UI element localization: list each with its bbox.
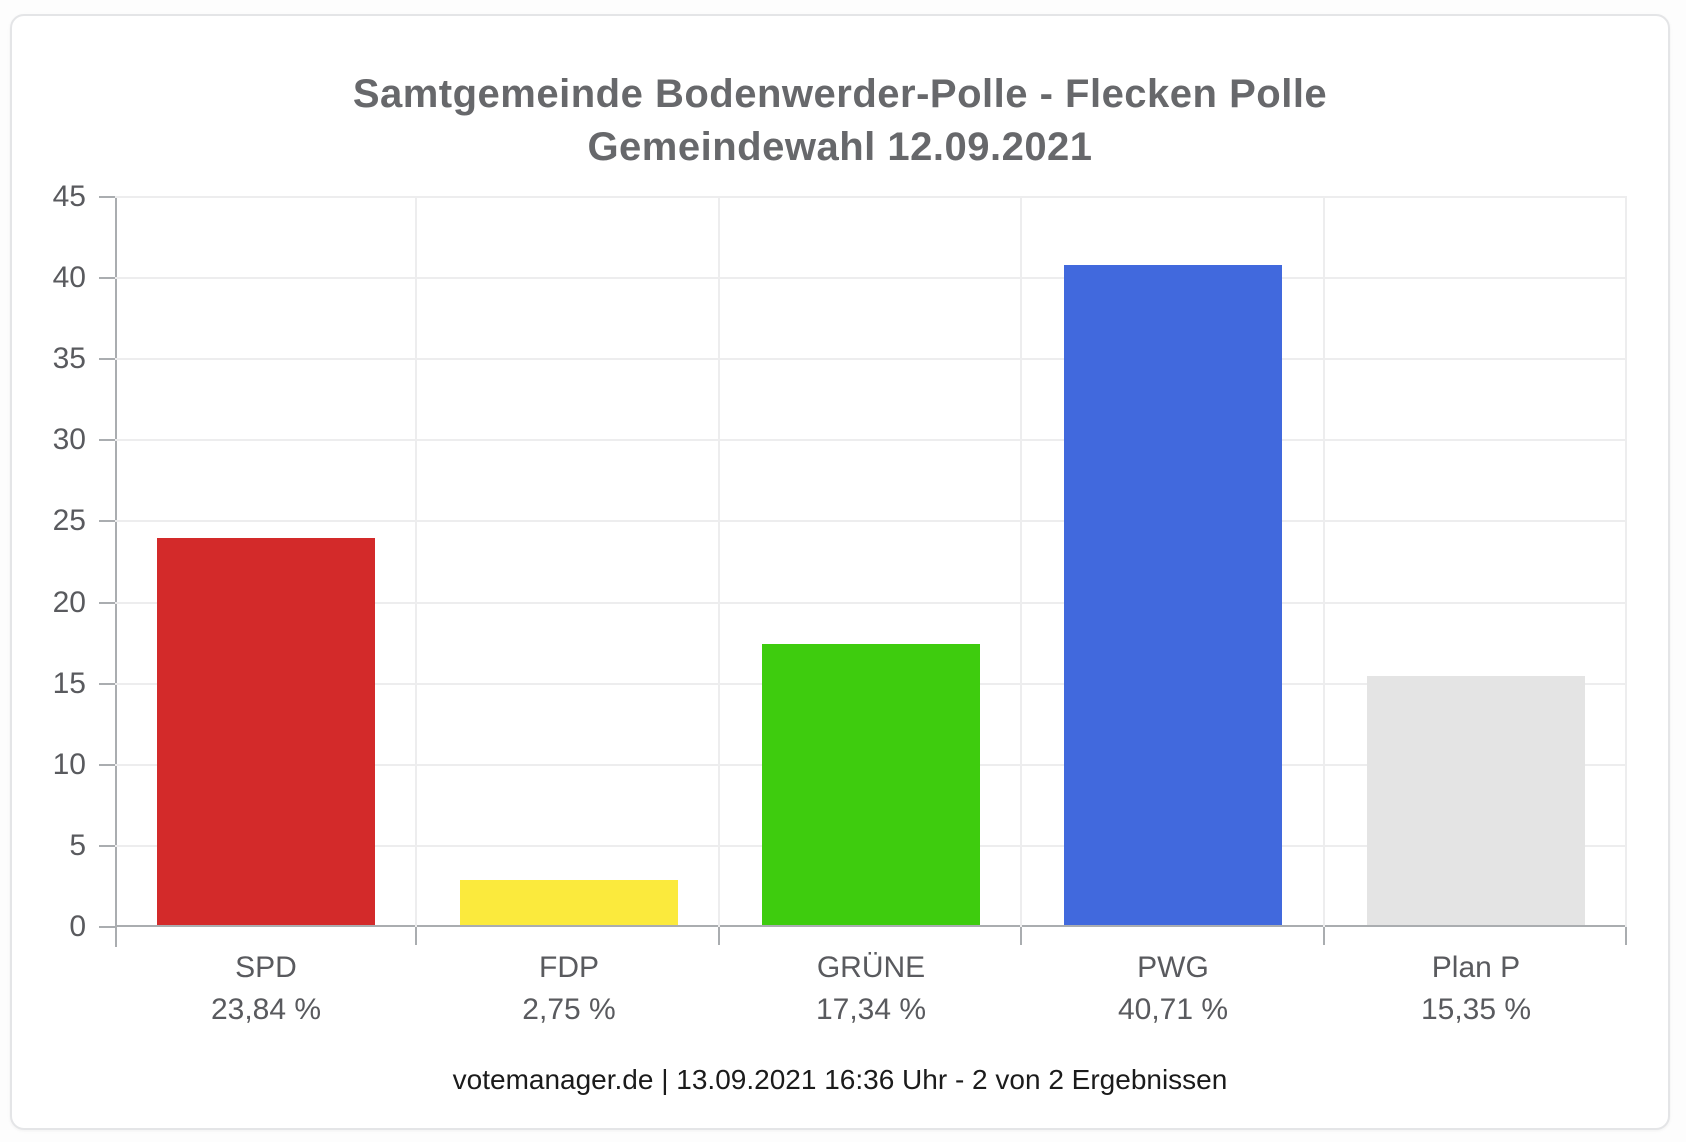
x-category-name: SPD (235, 951, 297, 984)
bar-pwg (1064, 265, 1282, 925)
y-tick-label: 0 (69, 910, 86, 943)
x-category-label-spd: SPD 23,84 % (211, 947, 321, 1031)
y-axis-tick (99, 439, 115, 442)
y-axis-tick (99, 926, 115, 928)
gridline-horizontal (115, 277, 1627, 280)
y-axis-tick (99, 682, 115, 685)
y-tick-label: 20 (52, 585, 86, 619)
gridline-horizontal (115, 601, 1627, 604)
y-tick-label: 40 (52, 261, 86, 295)
chart-title: Samtgemeinde Bodenwerder-Polle - Flecken… (12, 68, 1668, 174)
x-category-value: 17,34 % (815, 993, 927, 1026)
gridline-vertical (1020, 197, 1023, 927)
x-axis-labels: SPD 23,84 % FDP 2,75 % GRÜNE 17,34 % PWG 40,71 … (115, 947, 1627, 1037)
gridline-vertical (717, 197, 720, 927)
x-axis-tick (415, 927, 418, 945)
x-axis-line (115, 925, 1627, 927)
x-axis-tick (717, 927, 720, 945)
x-category-name: Plan P (1431, 951, 1521, 984)
y-tick-label: 5 (69, 828, 86, 862)
gridline-vertical (415, 197, 418, 927)
chart-card: Samtgemeinde Bodenwerder-Polle - Flecken… (10, 14, 1670, 1130)
gridline-horizontal (115, 196, 1627, 198)
y-axis-labels: 0 5 10 15 20 25 30 35 40 45 (12, 180, 100, 943)
bar-plan-p (1367, 676, 1585, 925)
gridline-horizontal (115, 439, 1627, 442)
chart-title-line2: Gemeindewahl 12.09.2021 (587, 125, 1093, 169)
y-axis-tick (99, 277, 115, 280)
y-tick-label: 30 (52, 423, 86, 457)
x-category-value: 2,75 % (522, 993, 616, 1026)
y-tick-label: 45 (52, 180, 86, 213)
y-axis-tick (99, 358, 115, 361)
bar-grune (762, 644, 980, 925)
x-category-name: PWG (1137, 951, 1209, 984)
x-category-value: 40,71 % (1117, 993, 1229, 1026)
gridline-vertical (1625, 197, 1627, 927)
x-category-label-plan-p: Plan P 15,35 % (1421, 947, 1531, 1031)
y-axis-tick (99, 196, 115, 198)
y-tick-label: 15 (52, 666, 86, 700)
chart-title-line1: Samtgemeinde Bodenwerder-Polle - Flecken… (352, 72, 1328, 116)
x-axis-tick (115, 927, 117, 945)
x-category-name: GRÜNE (816, 951, 926, 984)
bar-fdp (460, 880, 678, 925)
y-axis-tick (99, 520, 115, 523)
x-category-label-grune: GRÜNE 17,34 % (816, 947, 926, 1031)
y-axis-line (115, 197, 117, 947)
plot-area (99, 196, 1627, 947)
y-tick-label: 35 (52, 342, 86, 376)
x-axis-tick (1322, 927, 1325, 945)
bar-spd (157, 538, 375, 925)
x-category-label-fdp: FDP 2,75 % (522, 947, 615, 1031)
y-tick-label: 25 (52, 504, 86, 538)
chart-footer: votemanager.de | 13.09.2021 16:36 Uhr - … (452, 1064, 1228, 1095)
y-tick-label: 10 (52, 747, 86, 781)
x-category-value: 23,84 % (210, 993, 322, 1026)
gridline-vertical (1322, 197, 1325, 927)
x-category-value: 15,35 % (1420, 993, 1532, 1026)
gridline-horizontal (115, 520, 1627, 523)
y-axis-tick (99, 763, 115, 766)
y-axis-tick (99, 844, 115, 847)
x-category-name: FDP (539, 951, 599, 984)
gridline-horizontal (115, 358, 1627, 361)
y-axis-tick (99, 601, 115, 604)
x-axis-tick (1020, 927, 1023, 945)
x-category-label-pwg: PWG 40,71 % (1118, 947, 1228, 1031)
x-axis-tick (1625, 927, 1627, 945)
